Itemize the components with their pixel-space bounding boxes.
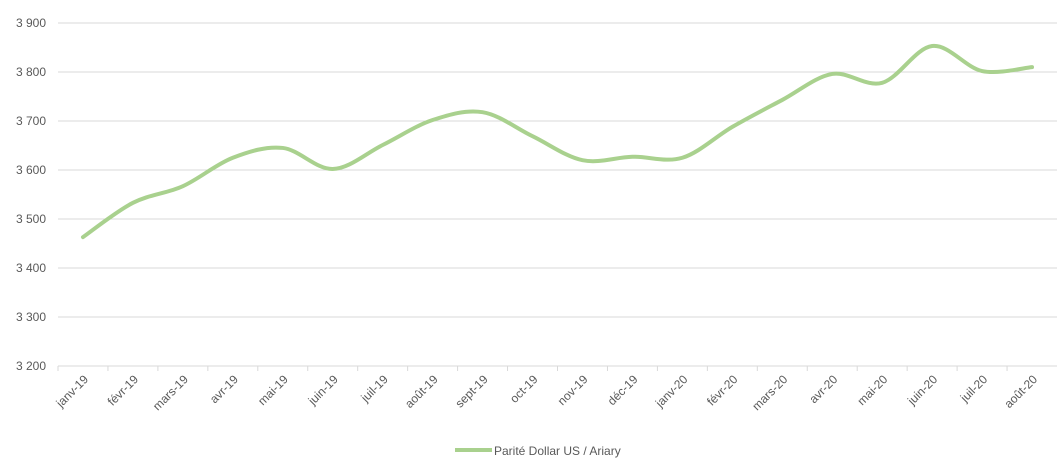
x-tick-label: févr-19	[105, 372, 142, 409]
x-tick-label: sept-19	[452, 372, 490, 410]
x-tick-label: mars-20	[749, 372, 790, 413]
y-tick-label: 3 300	[16, 310, 46, 324]
y-tick-label: 3 400	[16, 261, 46, 275]
legend-label: Parité Dollar US / Ariary	[494, 444, 621, 458]
y-tick-label: 3 700	[16, 114, 46, 128]
x-tick-label: mars-19	[150, 372, 191, 413]
x-tick-label: janv-20	[652, 372, 691, 411]
x-tick-label: déc-19	[605, 372, 641, 408]
y-tick-label: 3 500	[16, 212, 46, 226]
x-tick-label: févr-20	[704, 372, 741, 409]
x-tick-label: mai-19	[255, 372, 291, 408]
x-tick-label: juin-19	[305, 372, 341, 408]
x-tick-label: janv-19	[53, 372, 92, 411]
x-tick-label: août-20	[1001, 372, 1040, 411]
x-tick-label: juin-20	[904, 372, 940, 408]
y-tick-label: 3 900	[16, 16, 46, 30]
x-tick-label: oct-19	[507, 372, 541, 406]
y-tick-label: 3 200	[16, 359, 46, 373]
x-tick-label: nov-19	[555, 372, 591, 408]
y-tick-label: 3 600	[16, 163, 46, 177]
x-tick-label: mai-20	[854, 372, 890, 408]
x-tick-label: avr-20	[806, 372, 840, 406]
series-line	[80, 44, 1035, 240]
x-tick-label: août-19	[402, 372, 441, 411]
x-tick-label: juil-19	[358, 372, 391, 405]
y-tick-label: 3 800	[16, 65, 46, 79]
x-tick-label: juil-20	[957, 372, 990, 405]
x-tick-label: avr-19	[207, 372, 241, 406]
